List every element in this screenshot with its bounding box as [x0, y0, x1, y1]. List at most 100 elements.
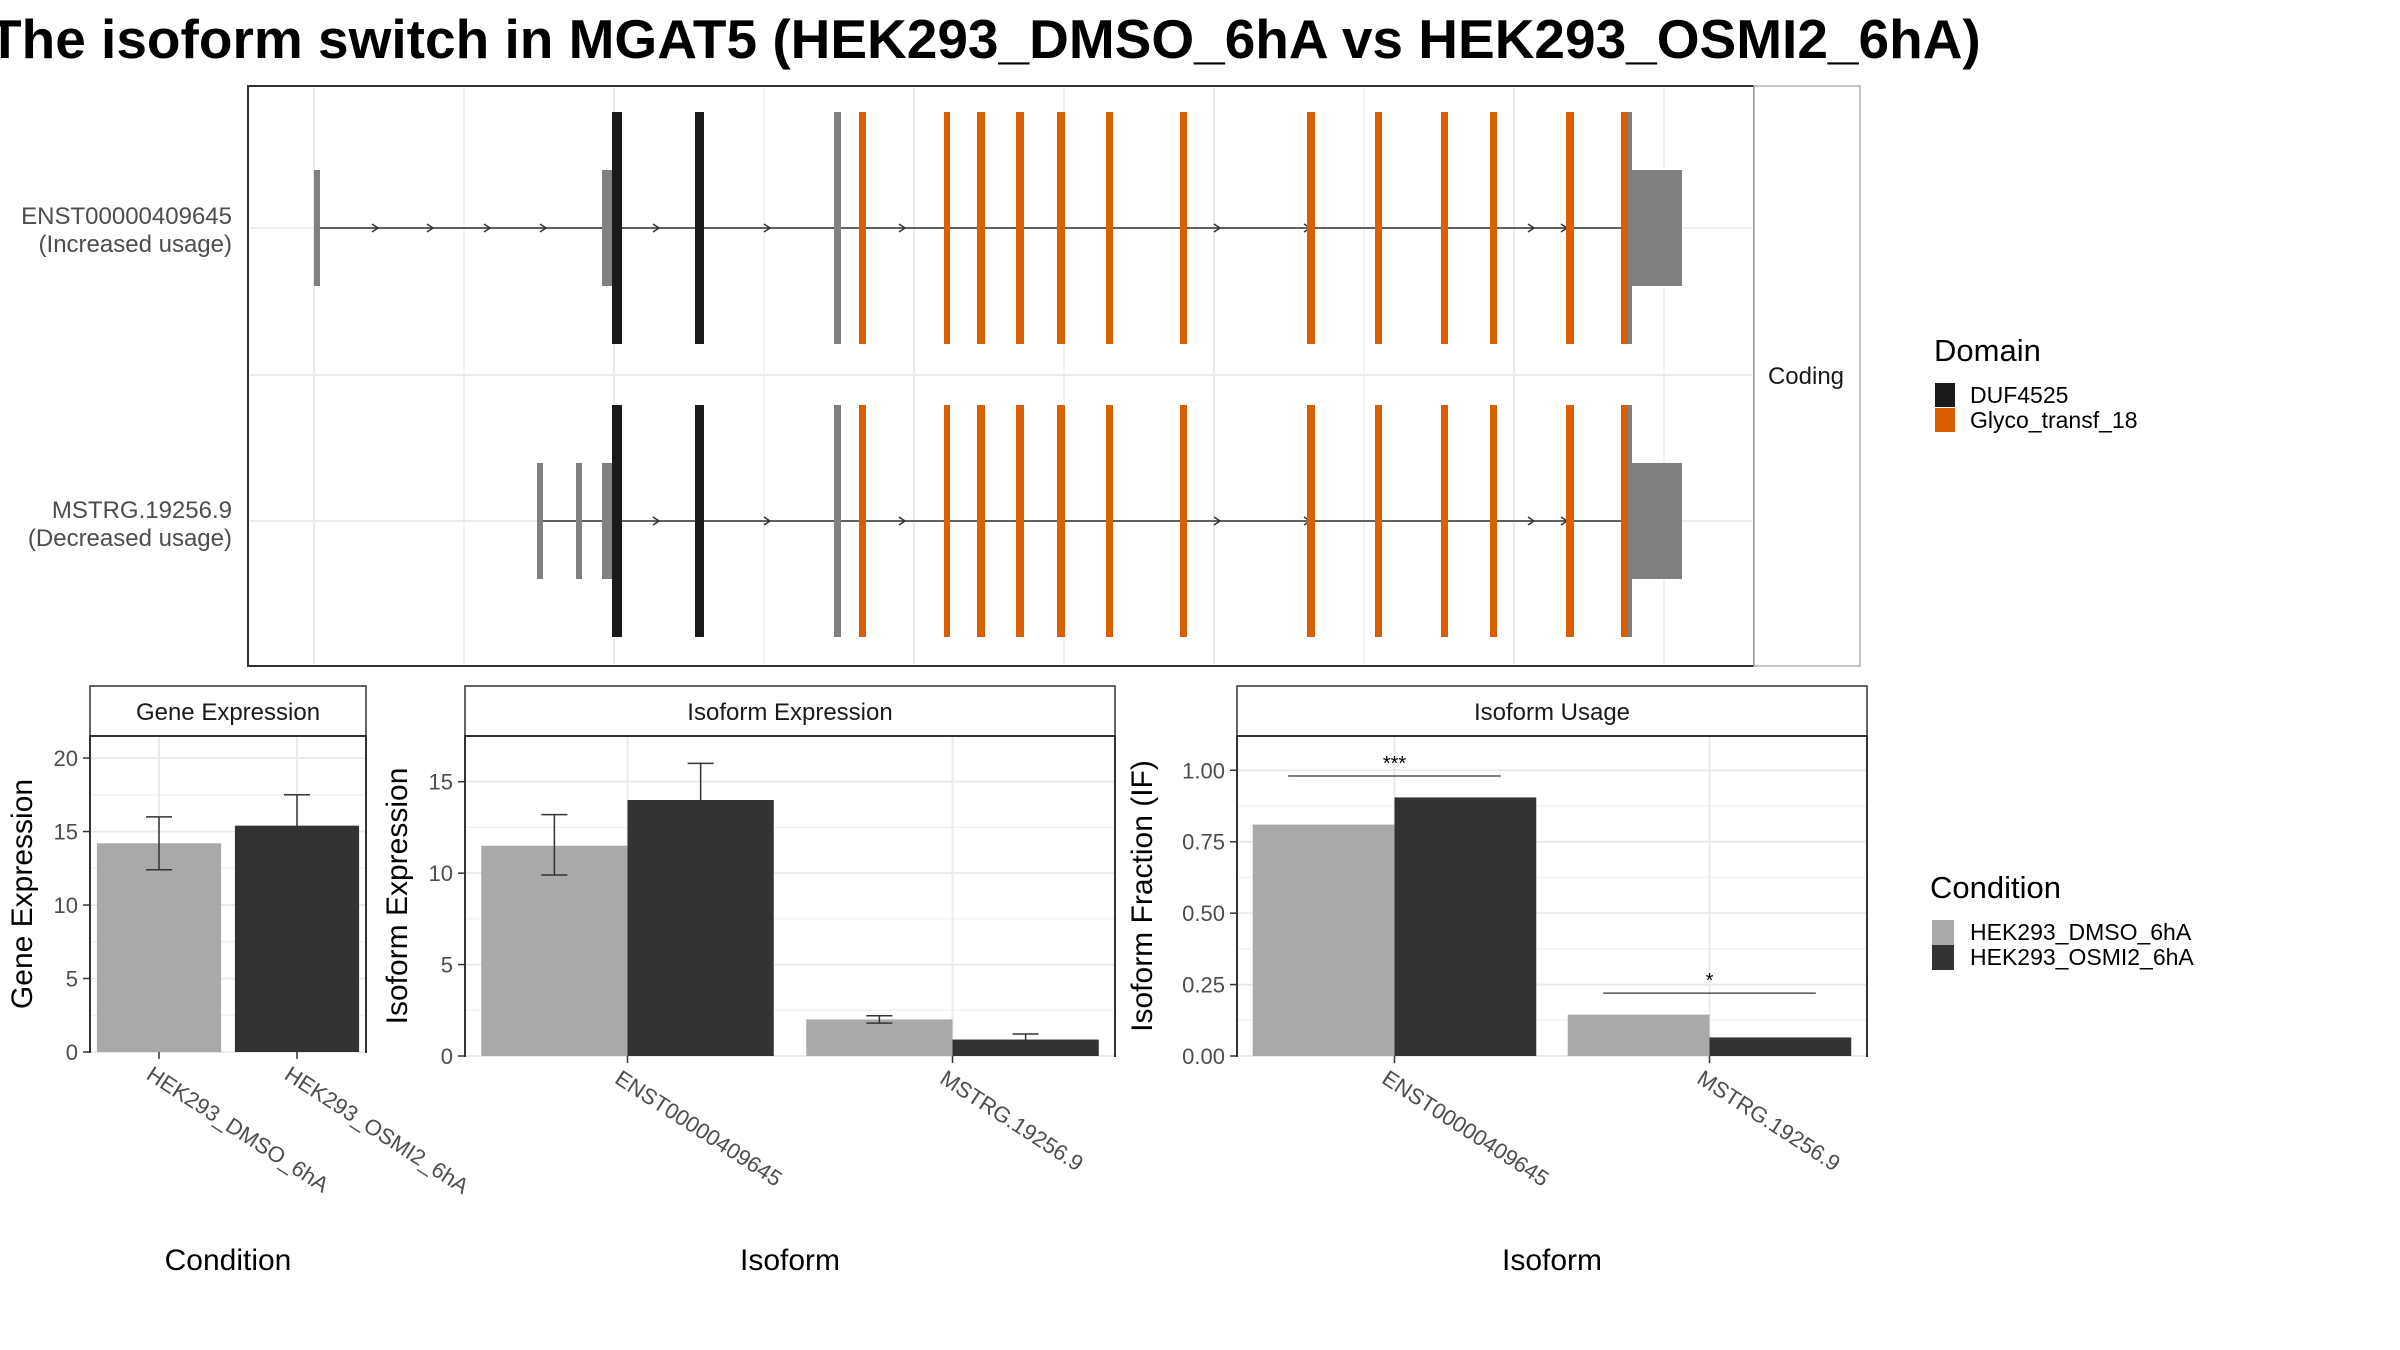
legend-key-duf4525 — [1935, 383, 1955, 407]
transcript-1-usage: (Increased usage) — [39, 231, 232, 258]
exon-glyco-transf-18 — [944, 112, 950, 344]
bar — [481, 845, 628, 1056]
legend-key-osmi2 — [1932, 945, 1954, 970]
strand-arrow — [652, 223, 661, 233]
bar — [952, 1039, 1099, 1056]
y-tick-label: 1.00 — [1182, 758, 1225, 783]
isoform-usage-strip — [1236, 685, 1868, 737]
isoform-usage-x-title: Isoform — [1502, 1244, 1602, 1277]
bar — [1252, 824, 1395, 1056]
legend-label-glyco-transf-18: Glyco_transf_18 — [1970, 407, 2137, 433]
domain-legend-title: Domain — [1934, 333, 2041, 368]
exon-duf4525 — [612, 405, 622, 637]
utr3-exon — [1632, 463, 1682, 579]
bar — [96, 843, 222, 1052]
y-tick-label: 10 — [54, 893, 78, 918]
utr3-exon — [1632, 170, 1682, 286]
isoform-expression-bars — [481, 762, 1099, 1056]
exon-glyco-transf-18 — [1490, 405, 1497, 637]
exon-glyco-transf-18 — [1566, 405, 1574, 637]
isoform-usage-strip-title: Isoform Usage — [1474, 699, 1630, 726]
x-tick-label: ENST00000409645 — [611, 1065, 787, 1191]
isoform-expression-strip — [464, 685, 1116, 737]
exon-glyco-transf-18 — [859, 112, 866, 344]
exon-duf4525 — [612, 112, 622, 344]
exon-coding — [834, 112, 841, 344]
isoform-expression-y-axis: 0 5 10 15 — [429, 770, 465, 1069]
exon-glyco-transf-18 — [1307, 405, 1315, 637]
exon-glyco-transf-18 — [1490, 112, 1497, 344]
strand-arrow — [539, 223, 548, 233]
x-tick-label: MSTRG.19256.9 — [936, 1065, 1088, 1176]
bar — [234, 825, 360, 1052]
exon-glyco-transf-18 — [1057, 112, 1065, 344]
transcript-2-usage: (Decreased usage) — [28, 525, 232, 552]
exon-glyco-transf-18 — [944, 405, 950, 637]
bar — [1567, 1014, 1710, 1056]
transcript-model-1 — [314, 112, 1682, 344]
isoform-usage-bars: **** — [1252, 753, 1852, 1056]
transcript-features — [314, 112, 1682, 637]
y-tick-label: 15 — [429, 770, 453, 795]
strand-arrow — [898, 223, 907, 233]
bar — [806, 1019, 953, 1056]
isoform-expression-y-title: Isoform Expression — [381, 768, 414, 1025]
strand-arrow — [763, 223, 772, 233]
strand-arrow — [652, 516, 661, 526]
utr-exon — [602, 170, 612, 286]
isoform-expression-strip-title: Isoform Expression — [687, 699, 892, 726]
y-tick-label: 0.50 — [1182, 901, 1225, 926]
x-tick-label: MSTRG.19256.9 — [1693, 1065, 1845, 1176]
significance-label: * — [1706, 970, 1714, 992]
gene-expression-strip-title: Gene Expression — [136, 699, 320, 726]
isoform-usage-y-axis: 0.00 0.25 0.50 0.75 1.00 — [1182, 758, 1237, 1069]
exon-glyco-transf-18 — [1106, 112, 1113, 344]
y-tick-label: 0 — [441, 1044, 453, 1069]
transcript-model-2 — [537, 405, 1682, 637]
coding-facet-label: Coding — [1768, 363, 1844, 390]
exon-glyco-transf-18 — [977, 112, 985, 344]
legend-key-glyco-transf-18 — [1935, 408, 1955, 432]
exon-glyco-transf-18 — [1180, 405, 1187, 637]
y-tick-label: 5 — [441, 953, 453, 978]
utr-exon — [576, 463, 582, 579]
legend-key-dmso — [1932, 920, 1954, 945]
strand-arrow — [1213, 516, 1222, 526]
bar — [1709, 1037, 1852, 1056]
isoform-expression-panel: Isoform Expression 0 5 10 15 ENST0000040964… — [381, 685, 1116, 1277]
exon-glyco-transf-18 — [1375, 112, 1382, 344]
isoform-usage-y-title: Isoform Fraction (IF) — [1126, 760, 1159, 1032]
exon-coding-end — [1628, 112, 1632, 344]
exon-glyco-transf-18 — [1106, 405, 1113, 637]
exon-glyco-transf-18 — [1016, 112, 1024, 344]
y-tick-label: 0 — [66, 1040, 78, 1065]
strand-arrow — [1527, 223, 1536, 233]
significance-label: *** — [1383, 753, 1407, 775]
exon-glyco-transf-18 — [1441, 112, 1448, 344]
strand-arrow — [1527, 516, 1536, 526]
transcript-1-id: ENST00000409645 — [21, 203, 232, 230]
exon-glyco-transf-18 — [1621, 112, 1628, 344]
exon-glyco-transf-18 — [1016, 405, 1024, 637]
utr-exon — [314, 170, 320, 286]
exon-glyco-transf-18 — [1441, 405, 1448, 637]
gene-expression-y-title: Gene Expression — [6, 779, 39, 1009]
exon-glyco-transf-18 — [1180, 112, 1187, 344]
x-tick-label: ENST00000409645 — [1378, 1065, 1554, 1191]
y-tick-label: 20 — [54, 746, 78, 771]
bar — [627, 800, 774, 1056]
y-tick-label: 0.25 — [1182, 973, 1225, 998]
exon-duf4525 — [695, 112, 704, 344]
strand-arrow — [426, 223, 435, 233]
exon-glyco-transf-18 — [1566, 112, 1574, 344]
figure-title: The isoform switch in MGAT5 (HEK293_DMSO… — [0, 8, 1981, 70]
exon-glyco-transf-18 — [1621, 405, 1628, 637]
y-tick-label: 0.00 — [1182, 1044, 1225, 1069]
isoform-usage-panel: Isoform Usage **** 0.000.250.500.751.00 … — [1126, 685, 1868, 1277]
exon-glyco-transf-18 — [859, 405, 866, 637]
coding-facet-strip — [1753, 85, 1861, 667]
condition-legend-title: Condition — [1930, 870, 2061, 905]
utr-exon — [537, 463, 543, 579]
isoform-expression-x-title: Isoform — [740, 1244, 840, 1277]
